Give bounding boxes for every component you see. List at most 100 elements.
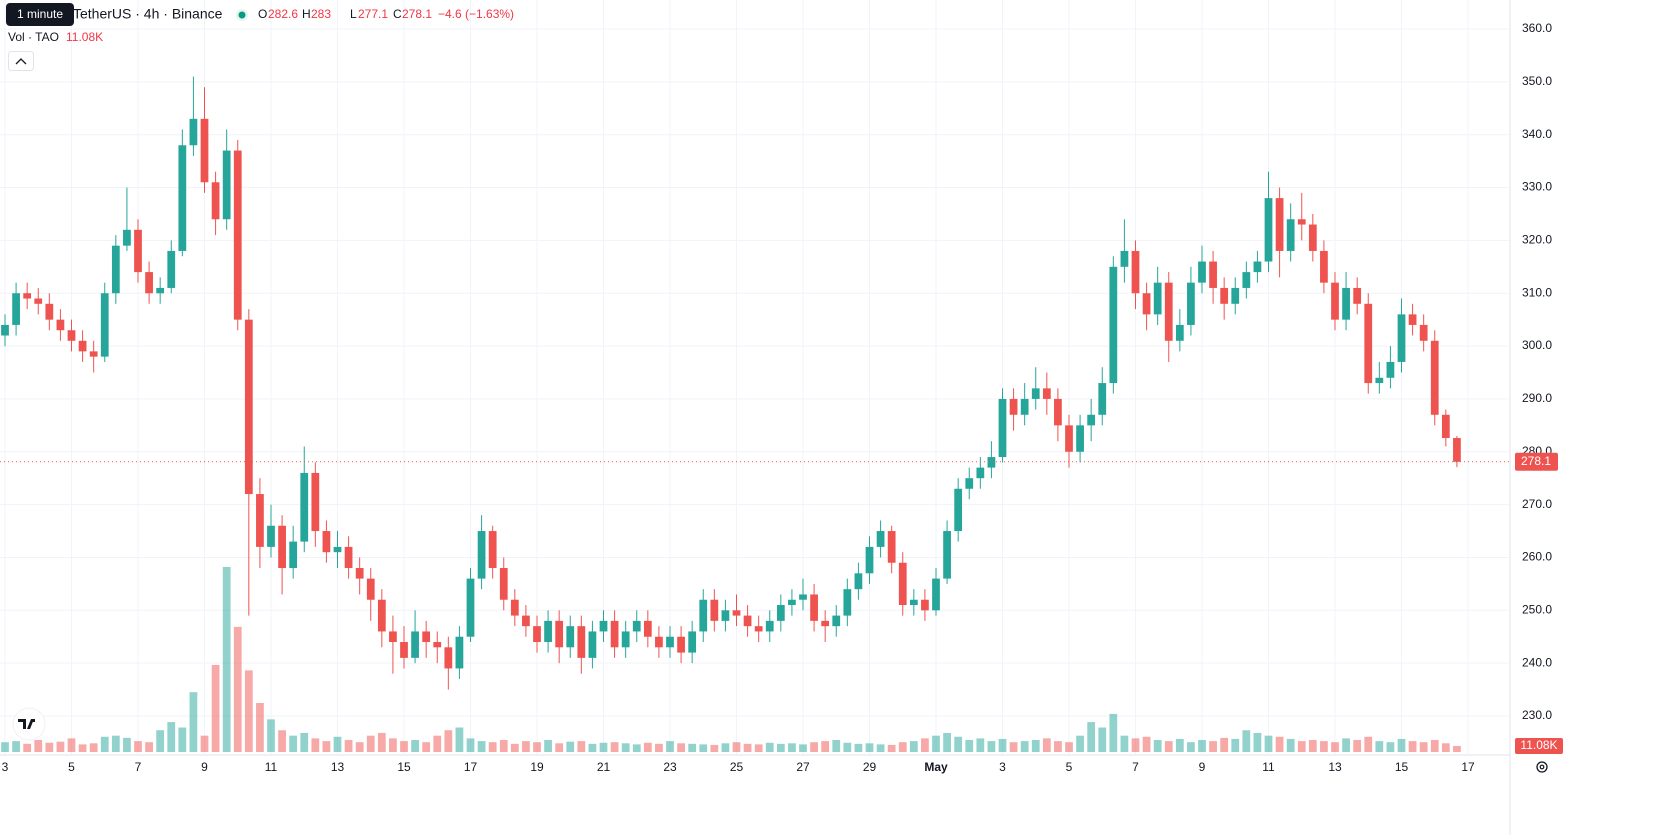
candle-body — [411, 631, 419, 658]
volume-bar — [389, 738, 397, 752]
candle-body — [488, 531, 497, 569]
volume-bar — [167, 722, 176, 752]
candle-body — [366, 578, 375, 600]
candle-body — [12, 293, 20, 325]
volume-bar — [688, 743, 697, 752]
candle-body — [887, 531, 896, 563]
candle-body — [222, 150, 231, 220]
candle-body — [1375, 377, 1384, 384]
volume-bar — [156, 730, 165, 752]
volume-bar — [998, 738, 1007, 752]
volume-bar — [1331, 742, 1339, 752]
candle-body — [344, 546, 353, 569]
candle-body — [1198, 261, 1206, 283]
candle-body — [123, 229, 131, 246]
candle-body — [178, 145, 187, 251]
candle-body — [466, 578, 475, 637]
candle-body — [533, 626, 541, 643]
candle-body — [544, 620, 552, 643]
candle-body — [1453, 438, 1461, 462]
volume-bar — [189, 692, 198, 752]
ohlc-value: 282.6 — [268, 7, 298, 21]
candle-body — [1142, 293, 1151, 315]
volume-bar — [788, 743, 796, 752]
volume-bar — [289, 735, 298, 752]
volume-bar — [799, 744, 807, 752]
candle-body — [865, 546, 874, 574]
volume-bar — [1076, 735, 1084, 752]
volume-bar — [1120, 735, 1129, 752]
tooltip-box — [6, 3, 74, 26]
candle-body — [998, 398, 1007, 458]
candle-body — [721, 610, 730, 621]
candle-body — [400, 642, 408, 658]
candle-body — [1031, 388, 1040, 399]
settings-icon[interactable] — [1536, 761, 1548, 773]
x-tick-label: 9 — [201, 760, 208, 774]
candle-body — [1042, 388, 1051, 399]
y-tick-label: 320.0 — [1522, 233, 1552, 247]
candle-body — [45, 303, 54, 320]
volume-bar — [45, 742, 54, 752]
volume-bar — [943, 732, 951, 752]
candle-body — [754, 626, 763, 632]
candle-body — [355, 568, 364, 579]
volume-bar — [588, 743, 597, 752]
volume-bar — [200, 735, 209, 752]
candle-body — [943, 531, 951, 579]
volume-bar — [1098, 727, 1107, 752]
candle-body — [100, 293, 109, 357]
volume-bar — [233, 626, 242, 752]
volume-bar — [887, 744, 896, 752]
volume-bar — [433, 735, 442, 752]
candle-body — [433, 642, 442, 648]
y-tick-label: 290.0 — [1522, 391, 1552, 405]
ohlc-letter: C — [393, 7, 402, 21]
status-dot — [238, 11, 246, 19]
ohlc-letter: H — [302, 7, 311, 21]
volume-bar — [1408, 741, 1417, 752]
candle-body — [921, 599, 929, 611]
ohlc-letter: L — [350, 7, 357, 21]
collapse-button[interactable] — [8, 51, 34, 71]
volume-bar — [909, 741, 918, 752]
axes: 230.0240.0250.0260.0270.0280.0290.0300.0… — [0, 21, 1563, 774]
candle-body — [1264, 198, 1273, 262]
volume-bar — [1020, 741, 1029, 752]
candle-body — [932, 578, 940, 611]
candle-body — [677, 636, 685, 653]
x-tick-label: 7 — [1132, 760, 1139, 774]
volume-bar — [244, 670, 253, 752]
candle-body — [1419, 324, 1428, 341]
volume-bar — [987, 741, 996, 752]
candle-body — [522, 615, 530, 627]
candle-body — [156, 287, 165, 294]
volume-bar — [123, 737, 131, 752]
volume-bar — [544, 740, 552, 752]
candle-body — [1342, 287, 1350, 320]
volume-bar — [67, 738, 76, 752]
volume-bar — [400, 741, 408, 752]
volume-bar — [111, 735, 120, 752]
x-tick-label: 13 — [1328, 760, 1342, 774]
candle-body — [710, 599, 719, 621]
candle-body — [1109, 266, 1118, 384]
candle-body — [267, 525, 275, 547]
x-tick-label: 7 — [135, 760, 142, 774]
volume-bar — [1275, 736, 1284, 752]
x-tick-label: 25 — [730, 760, 744, 774]
candle-body — [167, 250, 176, 288]
candle-body — [1187, 282, 1195, 325]
candle-body — [765, 620, 774, 632]
volume-bar — [566, 741, 575, 752]
change: −4.6 (−1.63%) — [438, 7, 514, 21]
candle-body — [1275, 198, 1284, 251]
candle-body — [743, 615, 752, 627]
candle-body — [699, 599, 708, 632]
volume-bar — [1364, 736, 1373, 752]
candle-body — [876, 531, 885, 547]
volume-bar — [898, 742, 907, 752]
volume-bar — [1, 742, 9, 752]
candles — [1, 76, 1461, 690]
candle-body — [1065, 425, 1073, 452]
